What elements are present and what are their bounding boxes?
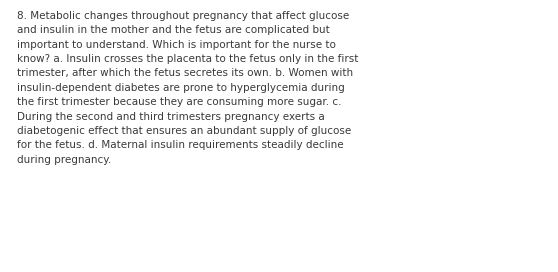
- Text: 8. Metabolic changes throughout pregnancy that affect glucose
and insulin in the: 8. Metabolic changes throughout pregnanc…: [17, 11, 358, 165]
